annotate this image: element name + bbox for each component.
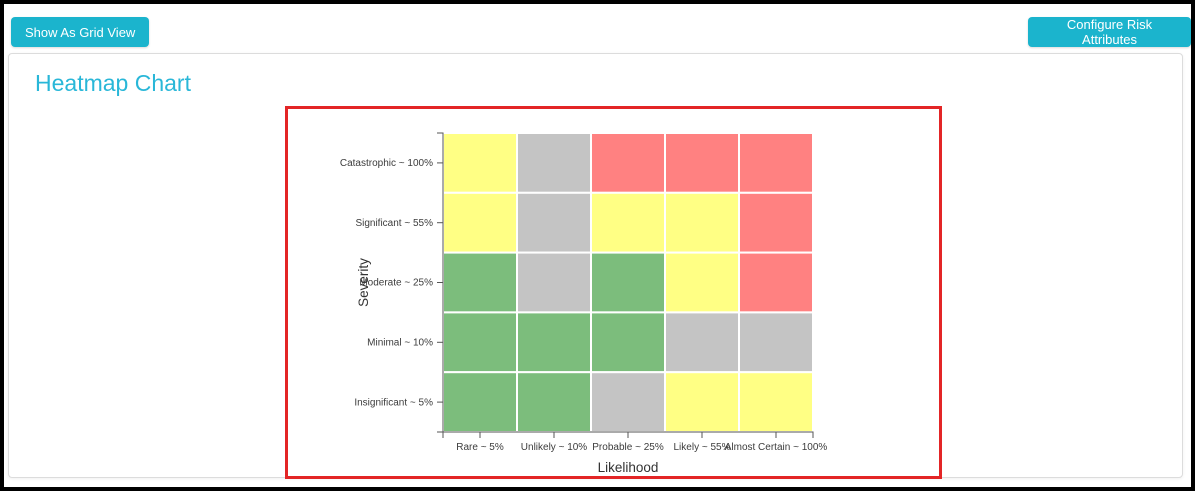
heatmap-cell[interactable]	[516, 371, 592, 434]
heatmap-cell[interactable]	[442, 132, 518, 194]
heatmap-card: Heatmap Chart Catastrophic ~ 100% Signifi…	[8, 53, 1183, 479]
heatmap-cell[interactable]	[664, 132, 740, 194]
heatmap-cell[interactable]	[664, 311, 740, 374]
x-tick-label: Probable ~ 25%	[592, 442, 664, 453]
configure-risk-attributes-button[interactable]: Configure Risk Attributes	[1028, 17, 1191, 47]
x-tick-label: Rare ~ 5%	[456, 442, 504, 453]
x-tick-label: Unlikely ~ 10%	[521, 442, 588, 453]
heatmap-cell[interactable]	[442, 311, 518, 374]
heatmap-cell[interactable]	[516, 311, 592, 374]
y-tick-label: Catastrophic ~ 100%	[340, 158, 433, 169]
heatmap-cell[interactable]	[738, 371, 814, 434]
y-tick-label: Moderate ~ 25%	[359, 278, 433, 289]
heatmap-cell[interactable]	[664, 191, 740, 254]
heatmap-cell[interactable]	[442, 191, 518, 254]
show-as-grid-view-button[interactable]: Show As Grid View	[11, 17, 150, 47]
heatmap-cell[interactable]	[590, 371, 666, 434]
heatmap-cell[interactable]	[738, 311, 814, 374]
heatmap-cell[interactable]	[442, 371, 518, 434]
y-tick-label: Minimal ~ 10%	[367, 338, 433, 349]
page-title: Heatmap Chart	[35, 70, 191, 96]
heatmap-cell[interactable]	[516, 191, 592, 254]
x-tick-label: Almost Certain ~ 100%	[725, 442, 828, 453]
x-axis-title: Likelihood	[598, 460, 659, 475]
heatmap-cell[interactable]	[738, 191, 814, 254]
x-tick-label: Likely ~ 55%	[674, 442, 731, 453]
heatmap-highlight-frame: Catastrophic ~ 100% Significant ~ 55% Mode…	[285, 106, 942, 479]
heatmap-cell[interactable]	[590, 132, 666, 194]
y-tick-label: Insignificant ~ 5%	[354, 397, 433, 408]
heatmap-cell[interactable]	[590, 311, 666, 374]
heatmap-cell[interactable]	[516, 251, 592, 314]
y-axis-title: Severity	[356, 258, 371, 307]
heatmap-cell[interactable]	[516, 132, 592, 194]
heatmap-cell[interactable]	[664, 251, 740, 314]
heatmap-cell[interactable]	[664, 371, 740, 434]
heatmap-cell[interactable]	[590, 251, 666, 314]
heatmap-cells	[442, 132, 814, 434]
y-tick-label: Significant ~ 55%	[355, 218, 433, 229]
heatmap-chart: Catastrophic ~ 100% Significant ~ 55% Mode…	[340, 132, 828, 475]
page-background: Show As Grid View Configure Risk Attribu…	[4, 4, 1191, 487]
heatmap-cell[interactable]	[738, 132, 814, 194]
heatmap-cell[interactable]	[590, 191, 666, 254]
heatmap-cell[interactable]	[442, 251, 518, 314]
heatmap-cell[interactable]	[738, 251, 814, 314]
